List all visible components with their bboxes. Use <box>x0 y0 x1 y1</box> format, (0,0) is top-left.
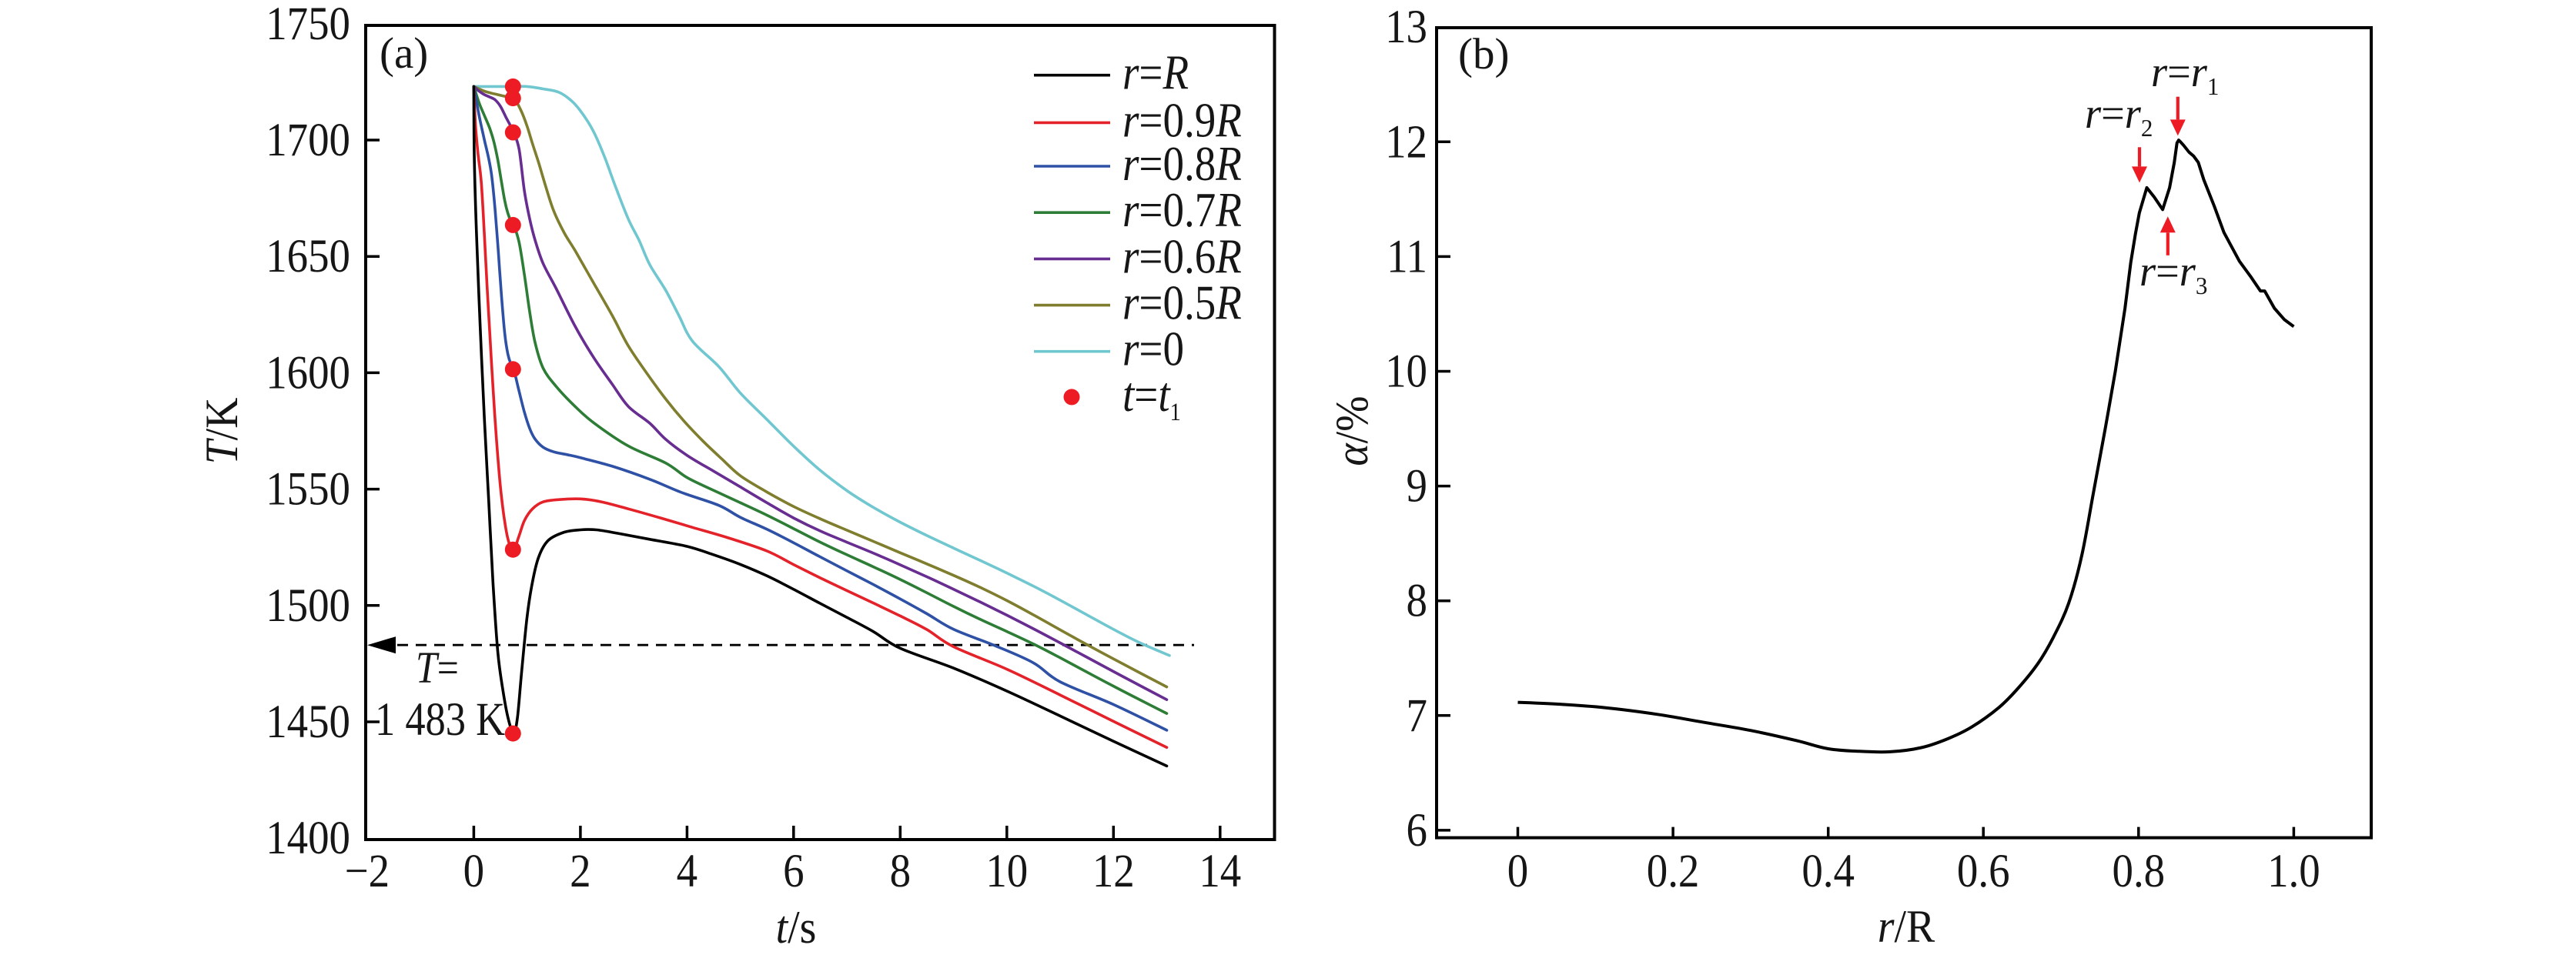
svg-text:r=0.9R: r=0.9R <box>1122 93 1242 148</box>
svg-text:t/s: t/s <box>776 901 817 953</box>
svg-text:−2: −2 <box>345 844 390 897</box>
svg-text:r=0.6R: r=0.6R <box>1122 229 1242 284</box>
svg-text:0.6: 0.6 <box>1957 844 2010 897</box>
svg-text:12: 12 <box>1385 115 1427 168</box>
svg-text:0: 0 <box>463 844 484 897</box>
svg-text:1700: 1700 <box>266 113 350 165</box>
svg-text:1 483 K: 1 483 K <box>375 693 505 746</box>
svg-text:1400: 1400 <box>266 812 350 864</box>
svg-text:r=0.7R: r=0.7R <box>1122 182 1242 237</box>
svg-text:0.8: 0.8 <box>2113 844 2166 897</box>
svg-text:6: 6 <box>783 844 804 897</box>
svg-text:r=0: r=0 <box>1122 322 1184 376</box>
svg-text:10: 10 <box>1385 345 1427 397</box>
svg-text:13: 13 <box>1385 1 1427 53</box>
svg-text:1650: 1650 <box>266 230 350 282</box>
svg-text:0.4: 0.4 <box>1802 844 1855 897</box>
svg-text:14: 14 <box>1199 844 1241 897</box>
svg-text:0: 0 <box>1507 844 1528 897</box>
svg-text:7: 7 <box>1407 689 1427 741</box>
svg-text:r=0.8R: r=0.8R <box>1122 136 1242 191</box>
svg-text:9: 9 <box>1407 459 1427 512</box>
svg-text:r=r3: r=r3 <box>2139 247 2207 299</box>
svg-text:r=0.5R: r=0.5R <box>1122 275 1242 330</box>
svg-text:11: 11 <box>1387 230 1427 282</box>
svg-text:6: 6 <box>1407 803 1427 856</box>
svg-text:1.0: 1.0 <box>2267 844 2320 897</box>
svg-text:(b): (b) <box>1458 30 1509 78</box>
svg-text:2: 2 <box>570 844 590 897</box>
svg-text:(a): (a) <box>380 29 428 78</box>
svg-text:8: 8 <box>890 844 911 897</box>
svg-text:1750: 1750 <box>266 0 350 49</box>
svg-text:α/%: α/% <box>1326 396 1377 466</box>
svg-text:T/K: T/K <box>196 397 247 464</box>
svg-text:1550: 1550 <box>266 462 350 515</box>
svg-text:0.2: 0.2 <box>1647 844 1700 897</box>
svg-text:T=: T= <box>416 643 459 693</box>
svg-text:12: 12 <box>1092 844 1135 897</box>
svg-text:r/R: r/R <box>1878 900 1935 952</box>
svg-text:1600: 1600 <box>266 346 350 399</box>
svg-text:10: 10 <box>985 844 1028 897</box>
svg-text:1450: 1450 <box>266 695 350 747</box>
svg-text:r=R: r=R <box>1122 45 1189 100</box>
svg-text:1500: 1500 <box>266 579 350 631</box>
svg-text:8: 8 <box>1407 574 1427 626</box>
svg-text:4: 4 <box>677 844 698 897</box>
